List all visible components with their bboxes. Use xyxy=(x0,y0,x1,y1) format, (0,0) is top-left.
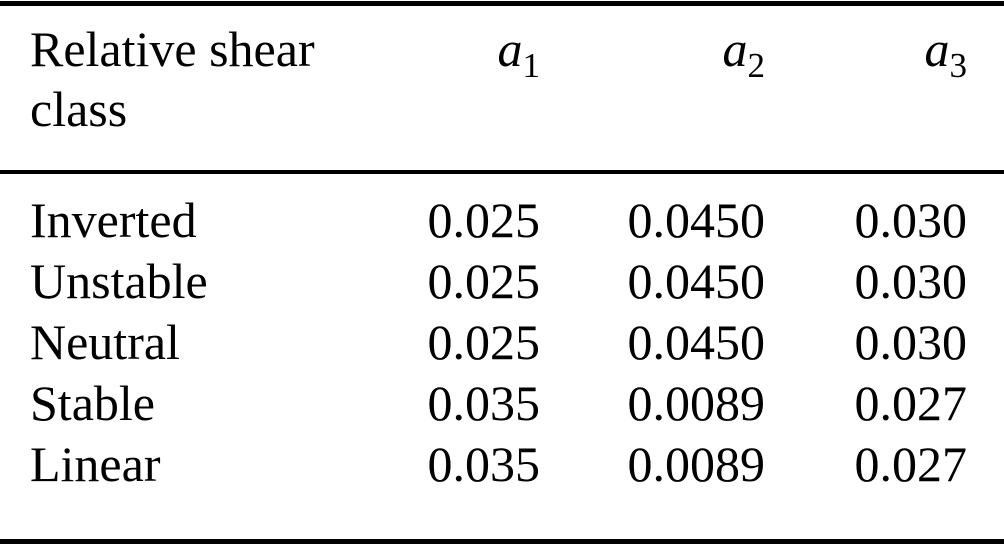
table-row-neutral: Neutral 0.025 0.0450 0.030 xyxy=(0,312,1004,373)
cell-a1-value: 0.025 xyxy=(427,314,541,370)
cell-a1-value: 0.025 xyxy=(427,192,541,248)
cell-a2-value: 0.0450 xyxy=(627,314,766,370)
a2-symbol: a xyxy=(722,21,748,77)
row-label: Inverted xyxy=(30,192,197,248)
table-row-linear: Linear 0.035 0.0089 0.027 xyxy=(0,434,1004,495)
cell-a1-value: 0.035 xyxy=(427,375,541,431)
a1-symbol: a xyxy=(497,21,523,77)
cell-a3-value: 0.027 xyxy=(854,375,968,431)
a1-subscript: 1 xyxy=(522,46,541,85)
cell-a2-value: 0.0450 xyxy=(627,253,766,309)
table-body: Inverted 0.025 0.0450 0.030 Unstable 0.0… xyxy=(0,174,1004,539)
table-header-row: Relative shear class a1 a2 a3 xyxy=(0,6,1004,170)
cell-a2-value: 0.0450 xyxy=(627,192,766,248)
row-label: Unstable xyxy=(30,253,208,309)
cell-a3-value: 0.027 xyxy=(854,436,968,492)
cell-a1-value: 0.035 xyxy=(427,436,541,492)
table-row-inverted: Inverted 0.025 0.0450 0.030 xyxy=(0,190,1004,251)
table-row-stable: Stable 0.035 0.0089 0.027 xyxy=(0,373,1004,434)
table-header-rule xyxy=(0,170,1004,174)
cell-a2-value: 0.0089 xyxy=(627,375,766,431)
column-header-relative-shear-class: Relative shear class xyxy=(30,21,315,137)
cell-a1-value: 0.025 xyxy=(427,253,541,309)
cell-a2-value: 0.0089 xyxy=(627,436,766,492)
cell-a3-value: 0.030 xyxy=(854,314,968,370)
cell-a3-value: 0.030 xyxy=(854,253,968,309)
table-row-unstable: Unstable 0.025 0.0450 0.030 xyxy=(0,251,1004,312)
row-label: Stable xyxy=(30,375,155,431)
column-header-a1: a1 xyxy=(395,19,541,83)
cell-a3-value: 0.030 xyxy=(854,192,968,248)
column-header-a2: a2 xyxy=(540,19,766,83)
a3-symbol: a xyxy=(924,21,950,77)
row-label: Linear xyxy=(30,436,161,492)
a3-subscript: 3 xyxy=(949,46,968,85)
column-header-a3: a3 xyxy=(765,19,1004,83)
table-bottom-rule xyxy=(0,539,1004,544)
a2-subscript: 2 xyxy=(747,46,766,85)
table-top-rule xyxy=(0,1,1004,6)
row-label: Neutral xyxy=(30,314,180,370)
